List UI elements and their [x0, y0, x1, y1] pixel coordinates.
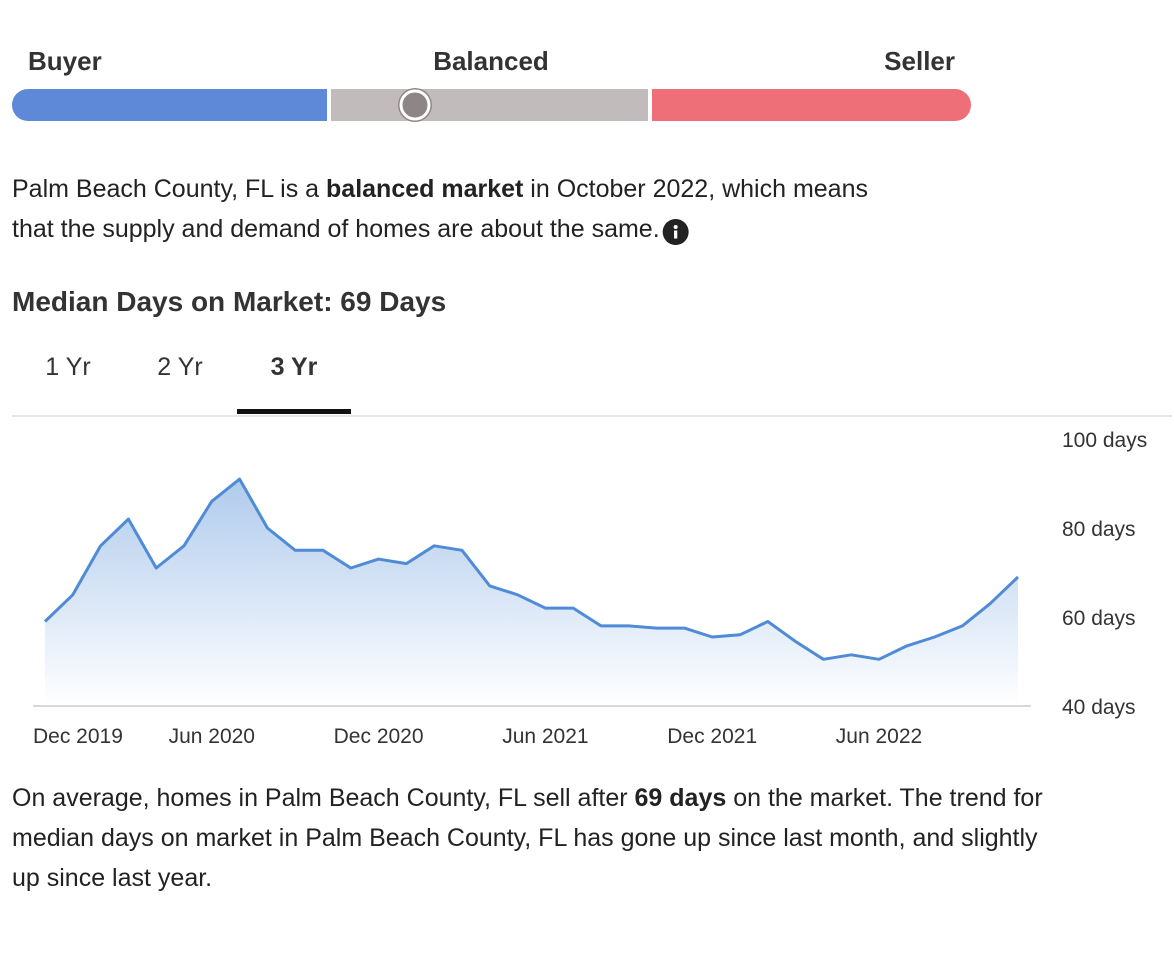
text-run: on the market. The trend for [726, 784, 1042, 812]
paragraph-line: that the supply and demand of homes are … [12, 215, 660, 243]
heading: Median Days on Market: 69 Days [12, 286, 446, 317]
x-tick-label: Dec 2021 [667, 725, 757, 748]
scale-segment [331, 89, 648, 121]
paragraph-line: On average, homes in Palm Beach County, … [12, 784, 1043, 812]
summary: On average, homes in Palm Beach County, … [12, 784, 1043, 892]
x-tick-label: Jun 2022 [836, 725, 922, 748]
description: Palm Beach County, FL is a balanced mark… [12, 175, 868, 243]
y-tick-label: 60 days [1062, 607, 1136, 630]
paragraph-line: Palm Beach County, FL is a balanced mark… [12, 175, 868, 203]
info-dot [673, 225, 678, 229]
tab-label[interactable]: 2 Yr [157, 353, 202, 381]
chart: 40 days 60 days 80 days 100 days Dec 2019 Jun… [33, 429, 1147, 748]
y-tick-label: 80 days [1062, 518, 1136, 541]
scale-label: Balanced [433, 46, 549, 76]
text-run: that the supply and demand of homes are … [12, 215, 660, 243]
scale-knob [399, 89, 431, 121]
area-fill [45, 479, 1018, 706]
y-tick-label: 100 days [1062, 429, 1147, 452]
bold-text: balanced market [326, 175, 524, 203]
paragraph-line: up since last year. [12, 864, 212, 892]
tab-label[interactable]: 1 Yr [45, 353, 90, 381]
tabs: 1 Yr 2 Yr 3 Yr [45, 353, 351, 414]
text-run: Palm Beach County, FL is a [12, 175, 326, 203]
scale-label: Seller [884, 46, 955, 76]
x-tick-label: Dec 2019 [33, 725, 123, 748]
tab-label[interactable]: 3 Yr [271, 353, 318, 381]
text-run: up since last year. [12, 864, 212, 892]
text-run: On average, homes in Palm Beach County, … [12, 784, 635, 812]
bold-text: 69 days [635, 784, 727, 812]
text-run: in October 2022, which means [523, 175, 868, 203]
text-run: median days on market in Palm Beach Coun… [12, 824, 1038, 852]
line [43, 477, 1020, 661]
market-scale: Buyer Balanced Seller [12, 46, 971, 122]
paragraph-line: median days on market in Palm Beach Coun… [12, 824, 1038, 852]
scale-segment [652, 89, 971, 121]
y-tick-label: 40 days [1062, 696, 1136, 719]
x-tick-label: Dec 2020 [334, 725, 424, 748]
info-icon[interactable] [662, 219, 689, 245]
tab-active-underline [237, 409, 351, 414]
scale-label: Buyer [28, 46, 102, 76]
info-stem [674, 230, 678, 239]
x-tick-label: Jun 2020 [169, 725, 255, 748]
scale-segment [12, 89, 327, 121]
x-tick-label: Jun 2021 [502, 725, 588, 748]
